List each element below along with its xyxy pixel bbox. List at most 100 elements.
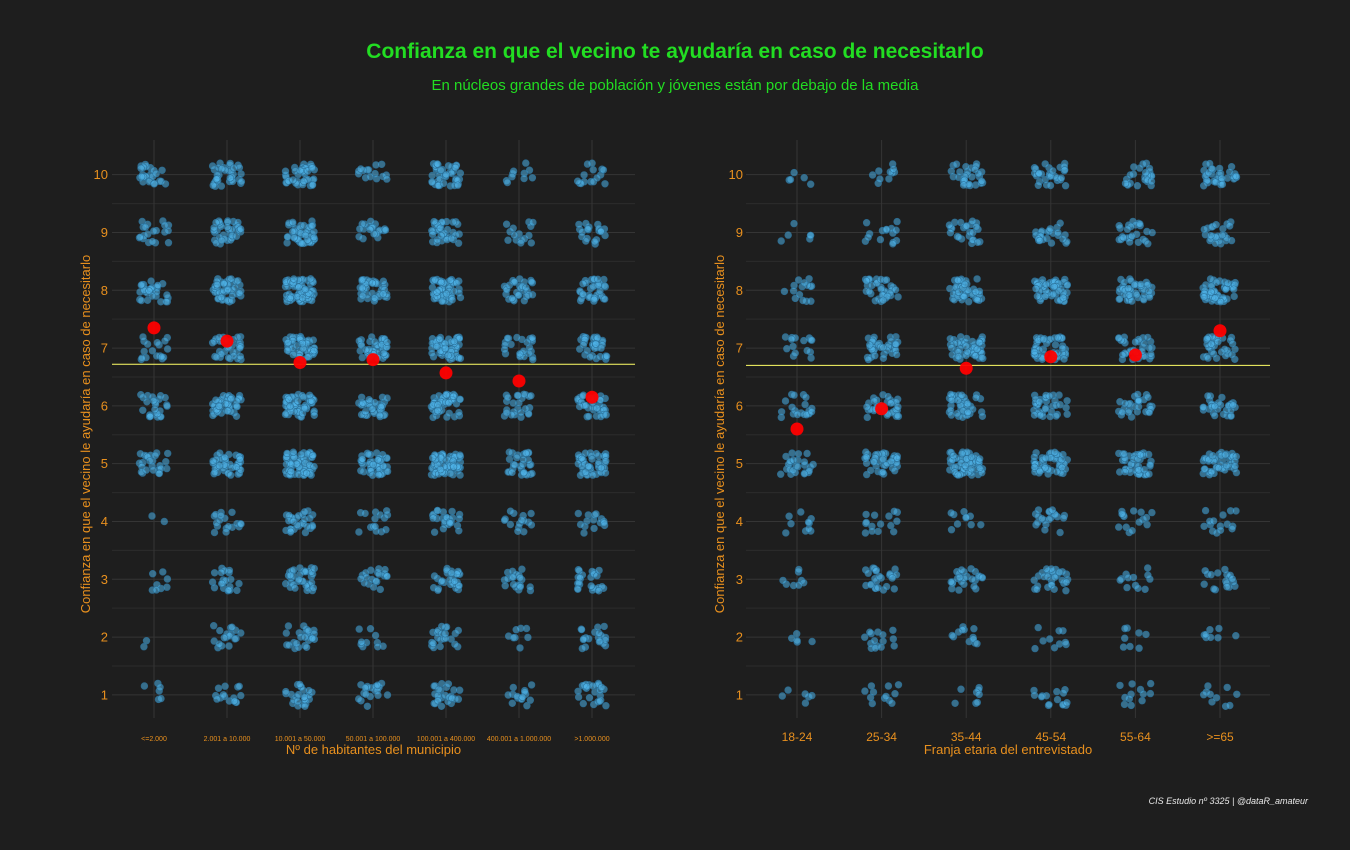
data-point [602,701,610,710]
data-point [429,454,437,462]
data-point [366,624,375,633]
data-point [310,346,318,355]
data-point [456,395,464,403]
data-point [1030,453,1039,461]
y-tick-label: 8 [101,283,108,298]
data-point [1140,466,1148,474]
data-point [298,294,307,302]
data-point [157,694,165,703]
data-point [1204,392,1212,400]
data-point [282,579,290,588]
data-point [584,511,592,519]
data-point [894,293,902,301]
data-point [575,402,584,411]
data-point [222,400,230,408]
data-point [970,624,978,633]
data-point [304,353,312,361]
data-point [1115,334,1123,342]
data-point [137,173,146,181]
data-point [946,229,955,237]
data-point [383,507,391,515]
data-point [947,525,956,534]
data-point [1218,180,1227,189]
data-point [957,685,965,693]
data-point [448,694,456,702]
data-point [872,567,880,575]
y-tick-label: 1 [101,687,108,702]
data-point [225,642,233,650]
data-point [293,697,302,706]
data-point [517,239,525,247]
data-point [503,178,512,187]
data-point [806,180,815,188]
x-tick-label: 35-44 [951,730,982,744]
data-point [1053,695,1062,704]
data-point [232,463,241,471]
data-point [874,584,882,592]
data-point [438,577,446,585]
data-point [776,470,785,478]
data-point [367,217,375,226]
data-point [383,338,391,346]
data-point [300,404,309,412]
data-point [513,333,521,342]
data-point [1200,293,1208,301]
data-point [210,528,219,537]
data-point [445,398,453,407]
data-point [584,225,592,233]
x-axis-label: Nº de habitantes del municipio [286,742,461,757]
data-point [782,452,790,461]
data-point [1060,166,1069,174]
data-point [504,393,512,402]
data-point [444,351,452,360]
data-point [877,643,885,651]
data-point [442,290,451,298]
data-point [211,468,219,477]
mean-point [875,402,889,416]
data-point [578,454,586,463]
data-point [434,696,442,705]
data-point [455,582,463,590]
data-point [226,174,234,182]
data-point [142,636,151,645]
data-point [429,514,437,522]
data-point [302,643,311,651]
data-point [871,352,879,360]
data-point [434,407,442,415]
data-point [957,566,966,574]
data-point [799,296,807,305]
data-point [439,508,447,516]
data-point [602,411,610,419]
source-caption: CIS Estudio nº 3325 | @dataR_amateur [1148,796,1308,806]
data-point [145,287,153,295]
data-point [510,231,519,239]
data-point [289,350,297,359]
data-point [594,275,602,283]
x-tick-label: 50.001 a 100.000 [346,736,401,743]
data-point [527,392,535,400]
data-point [1206,625,1214,634]
data-point [516,644,524,652]
data-point [595,566,603,575]
x-axis-label: Franja etaria del entrevistado [924,742,1092,757]
data-point [1042,280,1051,289]
data-point [310,564,318,573]
data-point [153,339,162,347]
data-point [210,621,218,630]
x-tick-label: >1.000.000 [574,736,609,743]
data-point [512,625,520,634]
data-point [868,171,877,179]
data-point [139,333,147,341]
data-point [1050,585,1058,593]
data-point [289,448,297,456]
data-point [1208,698,1216,706]
data-point [888,699,896,707]
data-point [1123,225,1132,233]
data-point [1143,333,1152,342]
data-point [951,699,959,707]
chart-title: Confianza en que el vecino te ayudaría e… [366,40,984,63]
data-point [221,453,229,462]
data-point [291,584,299,592]
data-point [866,628,874,636]
data-point [1135,629,1143,637]
